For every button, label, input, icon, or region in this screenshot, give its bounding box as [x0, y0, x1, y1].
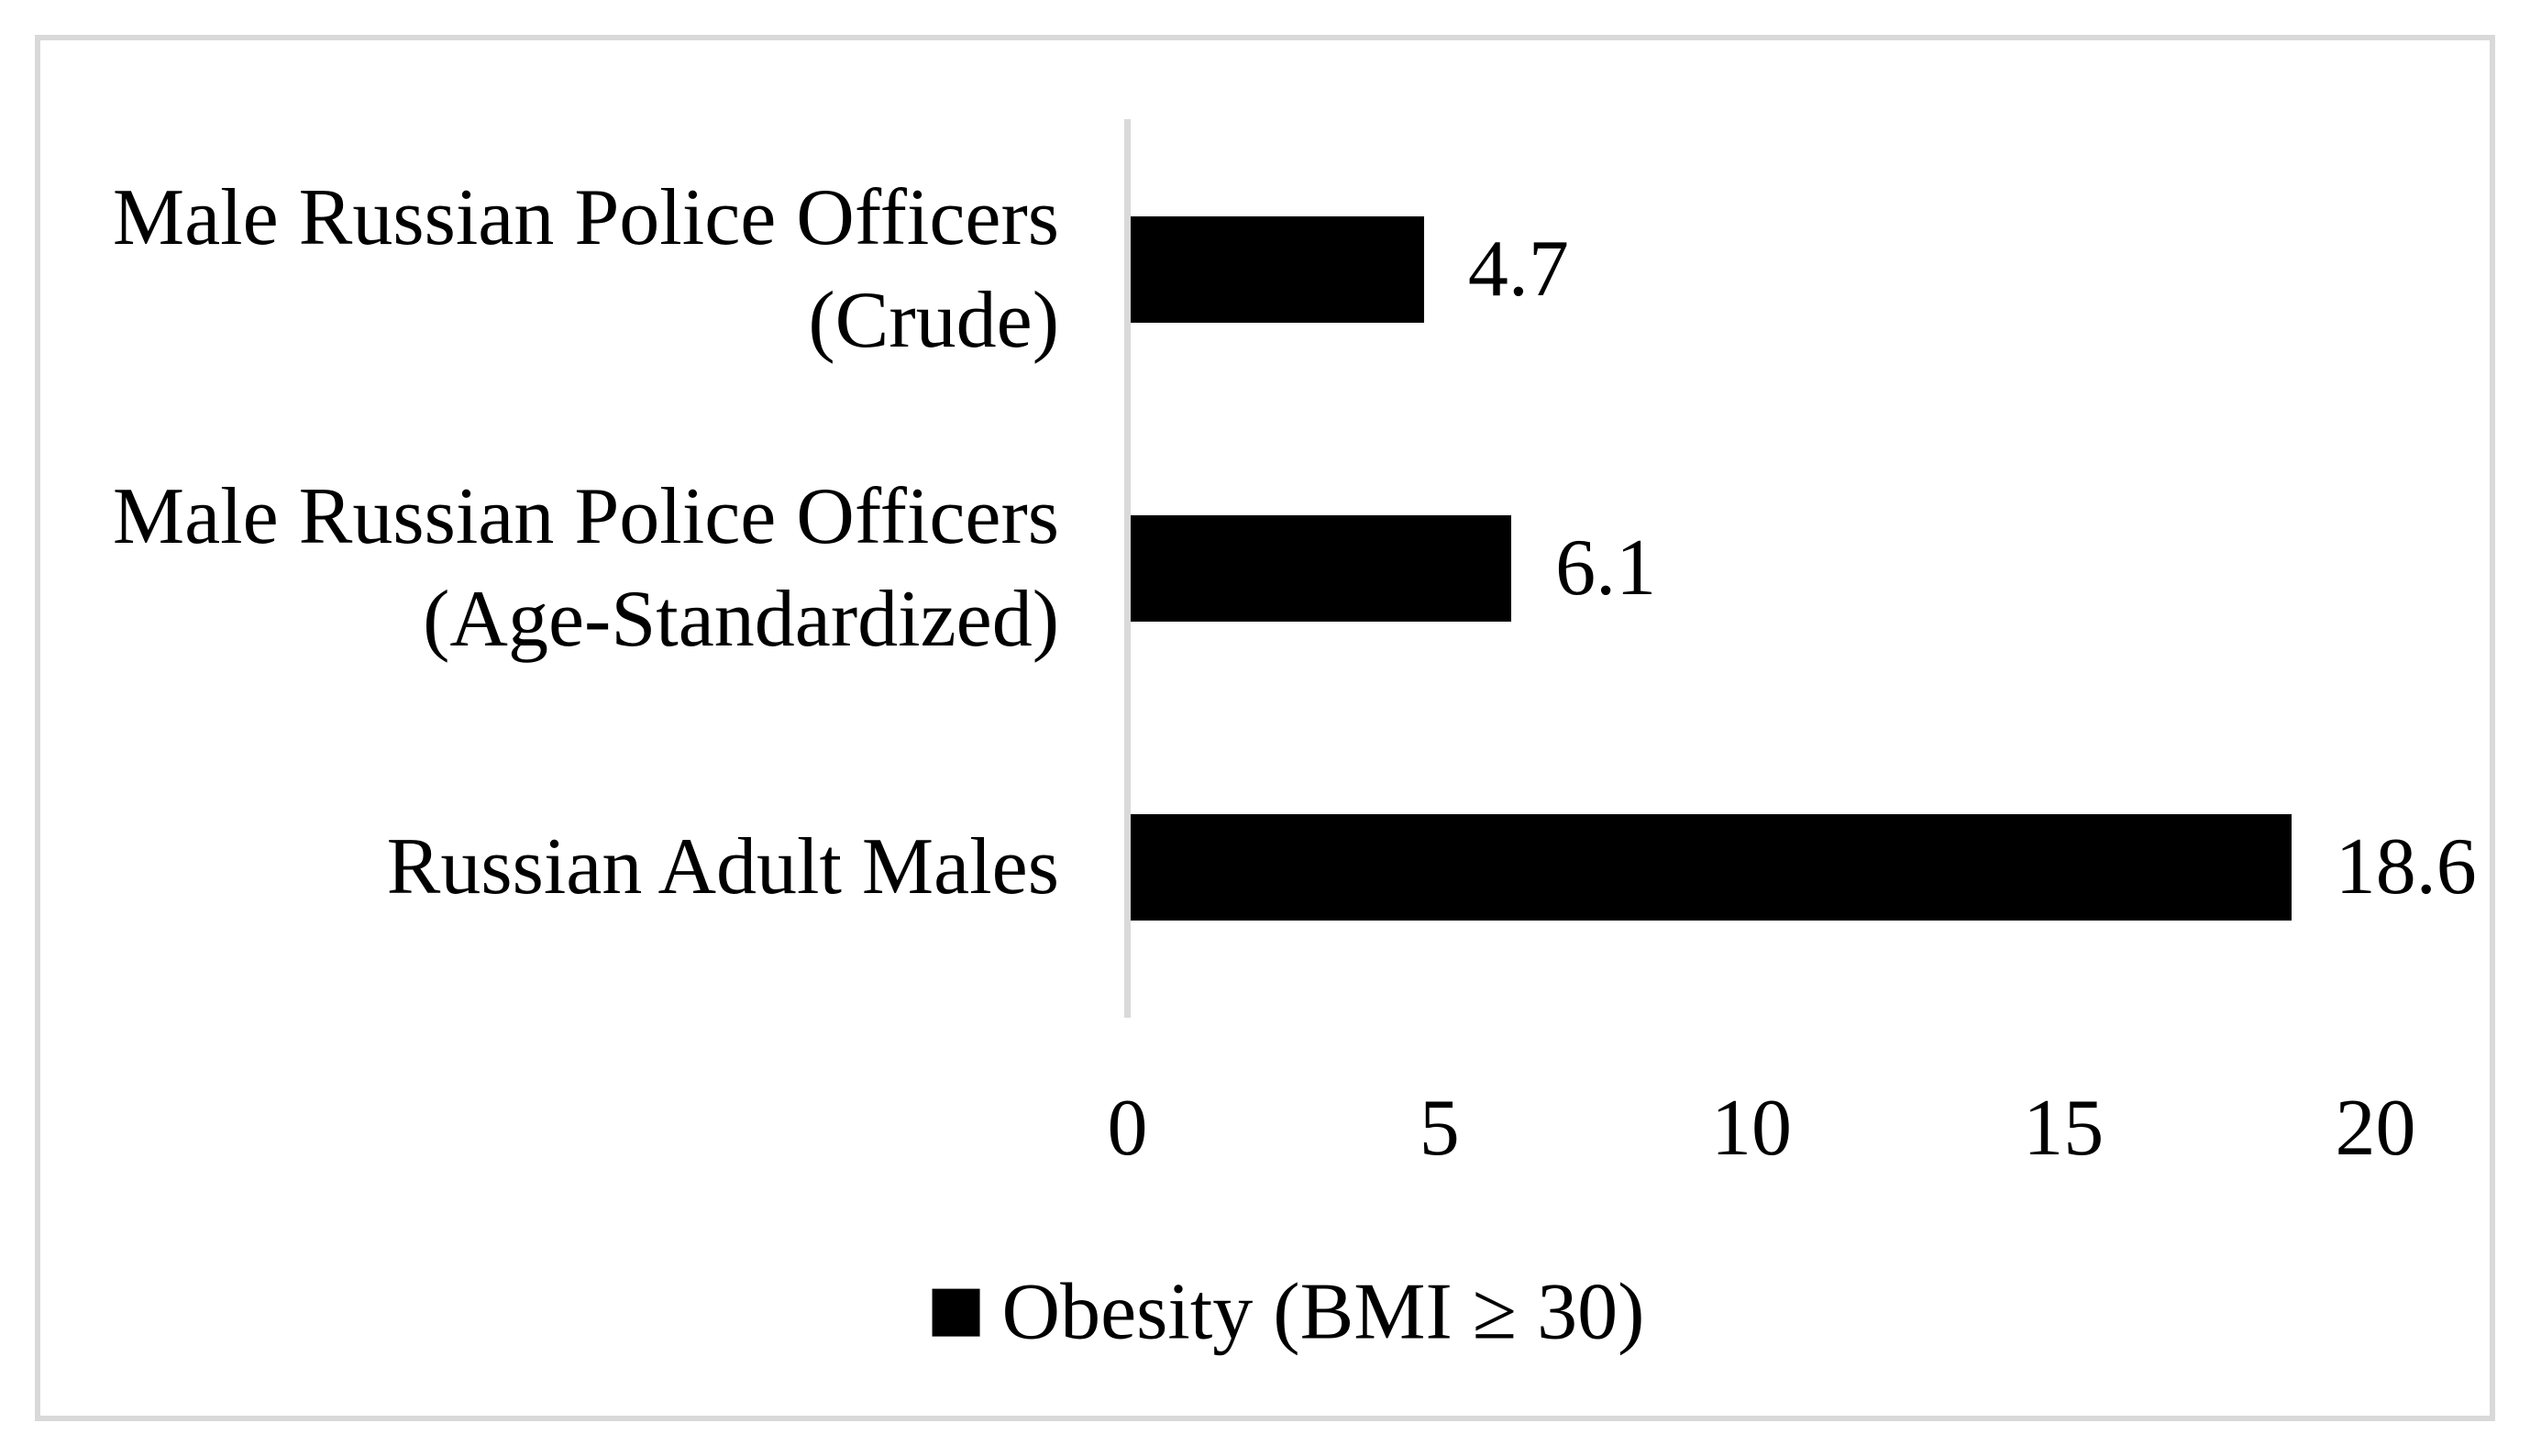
- x-axis-tick-label: 10: [1711, 1084, 1792, 1173]
- category-label-line: Male Russian Police Officers: [112, 472, 1059, 561]
- data-bar: [1131, 814, 2292, 921]
- category-label-line: Russian Adult Males: [386, 822, 1059, 911]
- data-value-label: 6.1: [1555, 524, 1657, 612]
- category-axis-line: [1124, 119, 1131, 1018]
- legend-marker-square-icon: [932, 1288, 980, 1337]
- data-bar: [1131, 515, 1512, 622]
- x-axis-tick-label: 15: [2023, 1084, 2105, 1173]
- data-bar: [1131, 216, 1424, 323]
- data-value-label: 18.6: [2335, 822, 2477, 911]
- data-value-label: 4.7: [1467, 225, 1569, 314]
- x-axis-tick-label: 5: [1419, 1084, 1460, 1173]
- category-label-line: (Age-Standardized): [423, 575, 1059, 664]
- category-label-line: (Crude): [808, 276, 1059, 365]
- legend: Obesity (BMI ≥ 30): [932, 1267, 1645, 1358]
- category-label-line: Male Russian Police Officers: [112, 173, 1059, 262]
- category-label: Russian Adult Males: [387, 816, 1059, 919]
- category-label: Male Russian Police Officers (Age-Standar…: [113, 466, 1059, 671]
- category-label: Male Russian Police Officers (Crude): [113, 167, 1059, 372]
- legend-series-label: Obesity (BMI ≥ 30): [1001, 1267, 1645, 1357]
- x-axis-tick-label: 0: [1107, 1084, 1148, 1173]
- x-axis-tick-label: 20: [2335, 1084, 2416, 1173]
